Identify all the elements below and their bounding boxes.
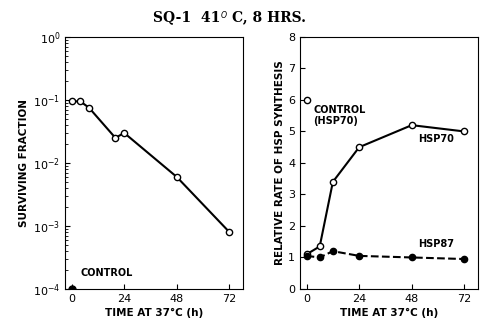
Text: C, 8 HRS.: C, 8 HRS. [232, 10, 306, 24]
X-axis label: TIME AT 37°C (h): TIME AT 37°C (h) [104, 308, 203, 318]
Text: $^O$: $^O$ [220, 10, 228, 21]
X-axis label: TIME AT 37°C (h): TIME AT 37°C (h) [340, 308, 438, 318]
Y-axis label: SURVIVING FRACTION: SURVIVING FRACTION [18, 99, 28, 227]
Text: SQ-1  41: SQ-1 41 [152, 10, 220, 24]
Text: HSP70: HSP70 [418, 134, 454, 144]
Text: CONTROL: CONTROL [80, 268, 132, 278]
Y-axis label: RELATIVE RATE OF HSP SYNTHESIS: RELATIVE RATE OF HSP SYNTHESIS [275, 60, 285, 265]
Text: HSP87: HSP87 [418, 239, 454, 249]
Text: CONTROL
(HSP70): CONTROL (HSP70) [313, 105, 366, 126]
